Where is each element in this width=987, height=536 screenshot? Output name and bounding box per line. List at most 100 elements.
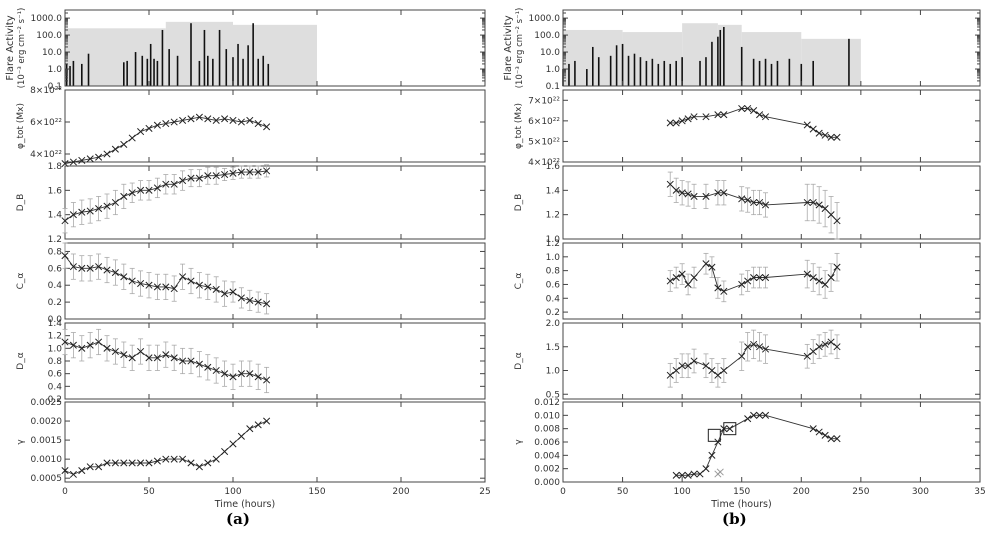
panel-frame (562, 89, 981, 163)
flare-band (801, 38, 861, 86)
data-point (204, 363, 212, 371)
data-point (744, 196, 752, 204)
data-point (86, 207, 94, 215)
data-point (827, 133, 835, 141)
data-point (720, 287, 728, 295)
data-point (690, 273, 698, 282)
y-tick-label: 0.1 (48, 82, 62, 92)
y-tick-label: 10.0 (42, 48, 62, 58)
series-line (676, 414, 837, 476)
data-point (809, 198, 817, 207)
data-point (162, 455, 170, 463)
y-tick-label: 0.4 (48, 382, 63, 392)
data-point (756, 111, 764, 119)
y-tick-label: 0.6 (48, 370, 63, 380)
y-tick-label: 0.8 (546, 267, 561, 277)
data-point (95, 153, 103, 161)
y-tick-label: 1000.0 (529, 14, 561, 24)
y-tick-label: 100.0 (534, 31, 560, 41)
data-point (690, 357, 698, 365)
data-point (137, 459, 145, 467)
y-tick-label: 6×10²² (30, 118, 62, 128)
data-point (750, 273, 758, 282)
data-point (761, 113, 770, 121)
data-point (61, 252, 69, 260)
data-point (78, 467, 86, 475)
x-tick-label: 50 (617, 487, 629, 497)
y-tick-label: 2.0 (546, 319, 561, 329)
data-point (120, 273, 128, 281)
x-tick-label: 150 (308, 487, 325, 497)
data-point (756, 273, 764, 282)
y-tick-label: 0.2 (48, 298, 62, 308)
data-point (833, 217, 841, 225)
data-point (254, 168, 262, 176)
panel-dB: 1.2 1.4 1.6 1.8 D_B (16, 162, 486, 245)
data-point (137, 347, 145, 356)
y-tick-label: 0.8 (48, 357, 63, 367)
y-tick-label: 1.2 (546, 239, 560, 249)
data-point (120, 192, 128, 200)
highlight-box (707, 428, 721, 442)
data-point (254, 298, 262, 306)
data-point (702, 260, 710, 268)
data-point (696, 470, 704, 478)
panel-phi: 4×10²² 5×10²² 6×10²² 7×10²² φ_tot (Mx) (514, 89, 981, 168)
gray-data-point (716, 468, 724, 476)
data-point (761, 201, 770, 209)
data-point (103, 344, 111, 352)
data-point (684, 190, 692, 198)
y-axis-unit: (10⁻³ erg cm⁻² s⁻¹) (515, 8, 525, 89)
data-point (744, 277, 752, 285)
data-point (137, 186, 145, 194)
data-point (720, 189, 728, 197)
highlight-box (723, 422, 737, 436)
data-point (153, 283, 161, 291)
data-point (69, 470, 77, 478)
data-point (254, 373, 262, 381)
data-point (162, 283, 170, 291)
y-axis-label: D_α (514, 352, 524, 369)
data-point (153, 457, 161, 465)
y-tick-label: 1.4 (48, 211, 63, 221)
y-axis-label: γ (16, 439, 26, 445)
y-tick-label: 0.4 (48, 281, 63, 291)
data-point (827, 338, 835, 346)
x-tick-label: 0 (560, 487, 566, 497)
data-point (263, 417, 271, 425)
data-point (221, 370, 229, 378)
y-tick-label: 0.1 (546, 82, 560, 92)
data-point (69, 158, 77, 166)
data-point (833, 343, 841, 351)
data-point (137, 128, 145, 136)
panel-gamma: 0.000 0.002 0.004 0.006 0.008 0.010 0.012 γ 0 50 1… (514, 398, 986, 510)
data-point (821, 280, 829, 289)
data-point (170, 455, 178, 463)
data-point (212, 285, 220, 293)
data-point (111, 145, 119, 153)
y-axis-label: D_α (16, 352, 26, 369)
data-point (111, 347, 119, 356)
data-point (103, 459, 111, 467)
y-tick-label: 6×10²² (528, 117, 560, 127)
data-point (145, 281, 153, 289)
data-point (170, 354, 178, 362)
data-point (666, 277, 674, 285)
series-line (670, 108, 837, 138)
x-tick-label: 200 (793, 487, 810, 497)
y-tick-label: 1.2 (48, 235, 62, 245)
data-point (120, 351, 128, 359)
y-tick-label: 4×10²² (528, 158, 560, 168)
y-axis-label: φ_tot (Mx) (16, 103, 26, 149)
data-point (761, 345, 770, 353)
data-point (229, 169, 237, 177)
data-point (170, 180, 178, 188)
data-point (145, 459, 153, 467)
data-point (237, 118, 245, 126)
y-axis-unit: (10⁻³ erg cm⁻² s⁻¹) (17, 8, 27, 89)
y-tick-label: 1.0 (48, 65, 63, 75)
y-tick-label: 0.000 (534, 478, 560, 488)
y-tick-label: 1.6 (48, 186, 63, 196)
data-point (815, 201, 823, 209)
